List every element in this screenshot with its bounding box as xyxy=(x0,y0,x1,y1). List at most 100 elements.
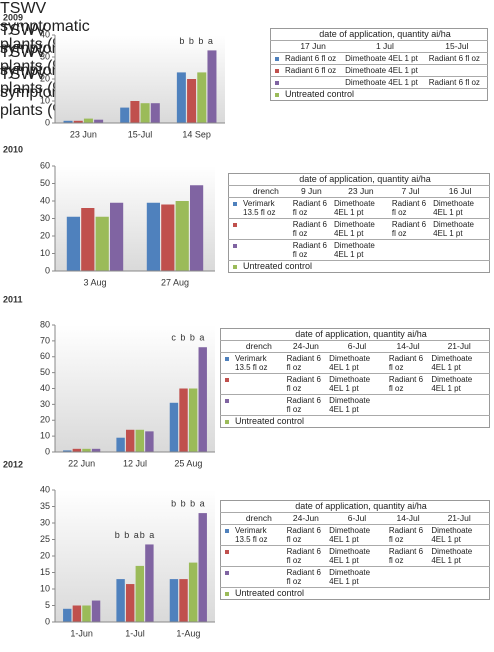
column-header: 21-Jul xyxy=(429,340,490,353)
cell: Dimethoate 4EL 1 pt xyxy=(429,352,490,374)
x-tick-label: 1-Jul xyxy=(125,628,145,638)
bar xyxy=(135,565,144,622)
bar xyxy=(140,103,150,123)
legend-label: Untreated control xyxy=(243,261,313,271)
table-row: Radiant 6 fl oz Dimethoate 4EL 1 pt Radian… xyxy=(228,218,490,240)
cell: Verimark 13.5 fl oz xyxy=(233,352,285,374)
significance-letters: b b ab a xyxy=(115,530,156,540)
cell: Radiant 6 fl oz xyxy=(290,197,332,219)
bar xyxy=(169,579,179,622)
chart-title: 2010 xyxy=(3,144,23,154)
bar xyxy=(207,50,217,123)
table-row: drench 24-Jun 6-Jul 14-Jul 21-Jul xyxy=(220,340,490,353)
y-tick-label: 30 xyxy=(40,399,50,409)
table-row: Untreated control xyxy=(271,89,488,101)
cell: Dimethoate 4EL 1 pt xyxy=(327,566,387,588)
bar xyxy=(145,431,154,452)
cell: Dimethoate 4EL 1 pt xyxy=(331,197,390,219)
legend-marker xyxy=(275,57,279,61)
column-header: 9 Jun xyxy=(290,185,332,198)
table-row: Radiant 6 fl oz Dimethoate 4EL 1 pt Radian… xyxy=(220,373,490,395)
x-tick-label: 22 Jun xyxy=(68,458,95,468)
table: date of application, quantity ai/ha drenc… xyxy=(220,500,490,600)
legend-marker xyxy=(233,223,237,227)
cell xyxy=(389,239,432,261)
bar xyxy=(169,402,179,452)
cell xyxy=(283,76,344,89)
bar xyxy=(82,448,91,452)
y-tick-label: 20 xyxy=(40,73,50,83)
table-row: Verimark 13.5 fl oz Radiant 6 fl oz Dimeth… xyxy=(228,197,490,219)
table-row: Radiant 6 fl oz Dimethoate 4EL 1 pt Radian… xyxy=(220,545,490,567)
cell: Dimethoate 4EL 1 pt xyxy=(343,76,427,89)
cell: Dimethoate 4EL 1 pt xyxy=(429,545,490,567)
y-tick-label: 40 xyxy=(40,383,50,393)
y-tick-label: 30 xyxy=(40,517,50,527)
y-tick-label: 60 xyxy=(40,351,50,361)
chart-title: 2012 xyxy=(3,459,23,469)
legend-label: Untreated control xyxy=(235,416,305,426)
bar xyxy=(72,448,82,452)
cell xyxy=(271,89,284,101)
column-header: 6-Jul xyxy=(327,512,387,525)
y-tick-label: 10 xyxy=(40,583,50,593)
cell xyxy=(220,328,233,341)
bar xyxy=(63,608,72,622)
column-header: 14-Jul xyxy=(386,512,430,525)
y-tick-label: 0 xyxy=(45,616,50,626)
column-header: 24-Jun xyxy=(284,512,328,525)
table-row: Untreated control xyxy=(229,261,490,273)
y-tick-label: 10 xyxy=(40,431,50,441)
cell: Radiant 6 fl oz xyxy=(284,394,328,416)
bar xyxy=(188,388,198,452)
column-header: 16 Jul xyxy=(431,185,490,198)
legend-marker xyxy=(225,399,229,403)
bar xyxy=(66,216,80,271)
cell: Radiant 6 fl oz xyxy=(386,352,430,374)
cell xyxy=(233,545,285,567)
cell xyxy=(431,239,490,261)
x-tick-label: 23 Jun xyxy=(70,129,97,139)
table-row: Dimethoate 4EL 1 pt Radiant 6 fl oz xyxy=(270,76,488,89)
column-header: 24-Jun xyxy=(284,340,328,353)
chart-title: 2011 xyxy=(3,294,23,304)
y-tick-label: 50 xyxy=(40,367,50,377)
bar xyxy=(190,185,204,271)
bar xyxy=(175,201,189,271)
cell xyxy=(270,52,283,65)
table-row: date of application, quantity ai/ha xyxy=(220,500,490,513)
cell xyxy=(229,261,242,273)
cell xyxy=(220,373,233,395)
table: date of application, quantity ai/ha 17 Ju… xyxy=(270,28,488,101)
y-tick-label: 10 xyxy=(40,248,50,258)
column-header: 14-Jul xyxy=(386,340,430,353)
x-tick-label: 25 Aug xyxy=(174,458,202,468)
legend-marker xyxy=(275,69,279,73)
bar xyxy=(126,429,135,452)
cell xyxy=(270,76,283,89)
y-tick-label: 5 xyxy=(45,600,50,610)
y-tick-label: 25 xyxy=(40,534,50,544)
cell xyxy=(221,416,234,428)
bar xyxy=(179,579,188,622)
y-tick-label: 10 xyxy=(40,95,50,105)
cell: Radiant 6 fl oz xyxy=(283,52,344,65)
y-tick-label: 70 xyxy=(40,335,50,345)
legend-table: date of application, quantity ai/ha drenc… xyxy=(220,500,490,600)
plot-background xyxy=(55,490,215,622)
cell xyxy=(386,566,430,588)
cell: Dimethoate 4EL 1 pt xyxy=(431,197,490,219)
bar xyxy=(72,605,82,622)
y-tick-label: 35 xyxy=(40,501,50,511)
table-title: date of application, quantity ai/ha xyxy=(233,328,490,341)
legend-table: date of application, quantity ai/ha drenc… xyxy=(220,328,490,428)
cell: Radiant 6 fl oz xyxy=(426,52,488,65)
bar xyxy=(198,347,207,452)
y-tick-label: 15 xyxy=(40,567,50,577)
table-row: Radiant 6 fl oz Dimethoate 4EL 1 pt xyxy=(220,566,490,588)
table-row: Untreated control xyxy=(221,588,490,600)
cell: Dimethoate 4EL 1 pt xyxy=(429,524,490,546)
column-header: 23 Jun xyxy=(331,185,390,198)
column-header: drench xyxy=(241,185,291,198)
